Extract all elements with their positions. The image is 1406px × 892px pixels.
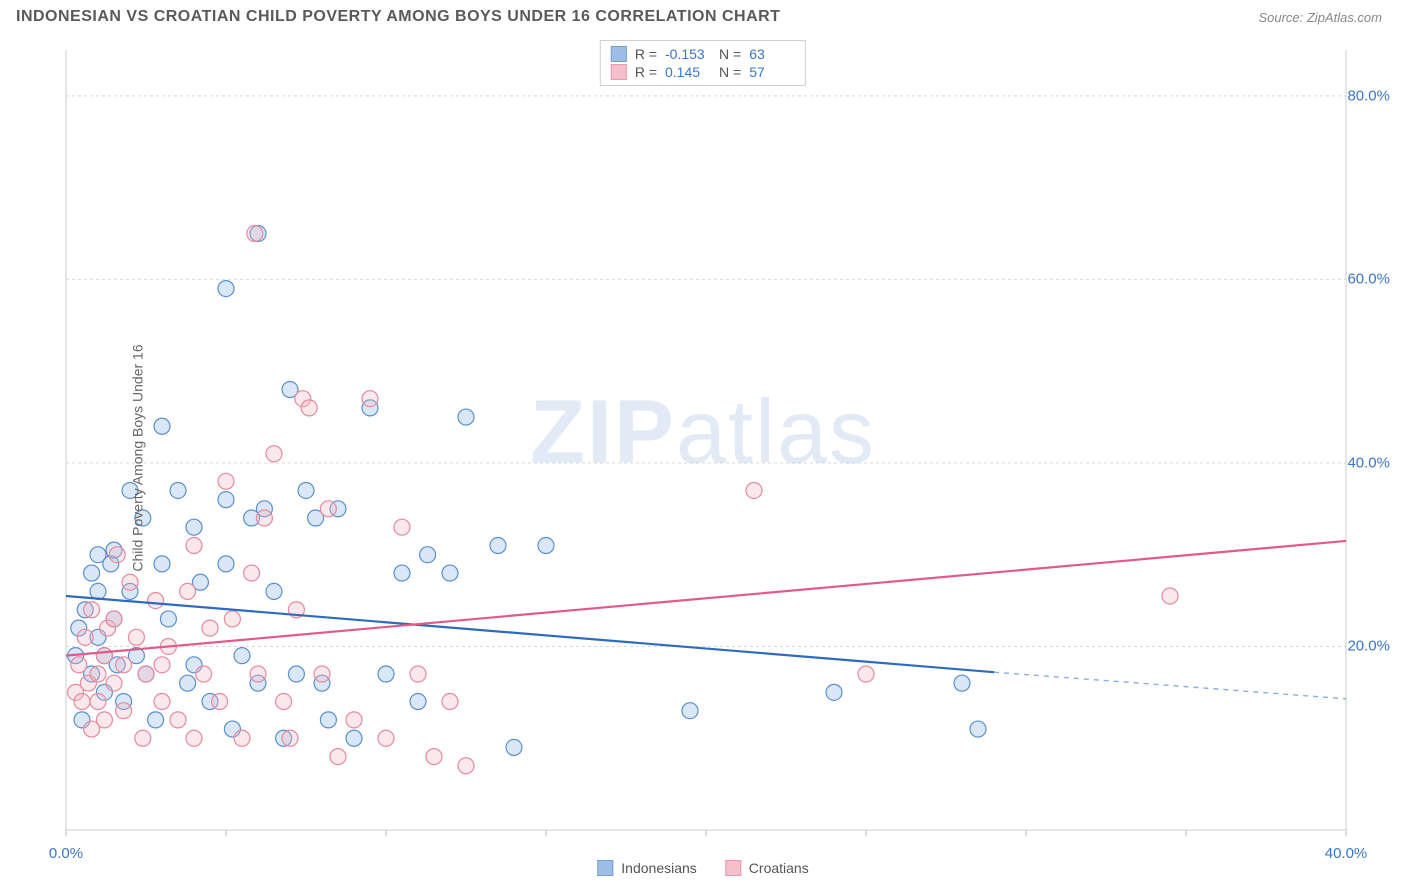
n-value-indonesians: 63 xyxy=(749,46,795,62)
y-tick-label: 80.0% xyxy=(1347,87,1390,104)
source-prefix: Source: xyxy=(1258,10,1306,25)
r-label: R = xyxy=(635,46,657,62)
stats-row-indonesians: R = -0.153 N = 63 xyxy=(611,45,795,63)
x-tick-label: 40.0% xyxy=(1325,845,1368,862)
n-label: N = xyxy=(719,64,741,80)
swatch-croatians xyxy=(725,860,741,876)
r-value-indonesians: -0.153 xyxy=(665,46,711,62)
swatch-indonesians xyxy=(611,46,627,62)
swatch-indonesians xyxy=(597,860,613,876)
n-value-croatians: 57 xyxy=(749,64,795,80)
r-label: R = xyxy=(635,64,657,80)
legend-label-croatians: Croatians xyxy=(749,860,809,876)
source-name: ZipAtlas.com xyxy=(1307,10,1382,25)
r-value-croatians: 0.145 xyxy=(665,64,711,80)
stats-legend: R = -0.153 N = 63 R = 0.145 N = 57 xyxy=(600,40,806,86)
y-tick-label: 40.0% xyxy=(1347,454,1390,471)
stats-row-croatians: R = 0.145 N = 57 xyxy=(611,63,795,81)
y-tick-label: 20.0% xyxy=(1347,638,1390,655)
swatch-croatians xyxy=(611,64,627,80)
source-attribution: Source: ZipAtlas.com xyxy=(1258,10,1382,25)
n-label: N = xyxy=(719,46,741,62)
legend-item-indonesians: Indonesians xyxy=(597,860,697,876)
scatter-chart-svg xyxy=(16,40,1390,876)
chart-header: INDONESIAN VS CROATIAN CHILD POVERTY AMO… xyxy=(0,0,1406,30)
series-legend: Indonesians Croatians xyxy=(597,860,808,876)
plot-area: Child Poverty Among Boys Under 16 ZIPatl… xyxy=(16,40,1390,876)
y-axis-label: Child Poverty Among Boys Under 16 xyxy=(130,344,146,571)
x-tick-label: 0.0% xyxy=(49,845,83,862)
legend-item-croatians: Croatians xyxy=(725,860,809,876)
y-tick-label: 60.0% xyxy=(1347,271,1390,288)
chart-title: INDONESIAN VS CROATIAN CHILD POVERTY AMO… xyxy=(16,8,780,26)
legend-label-indonesians: Indonesians xyxy=(621,860,697,876)
